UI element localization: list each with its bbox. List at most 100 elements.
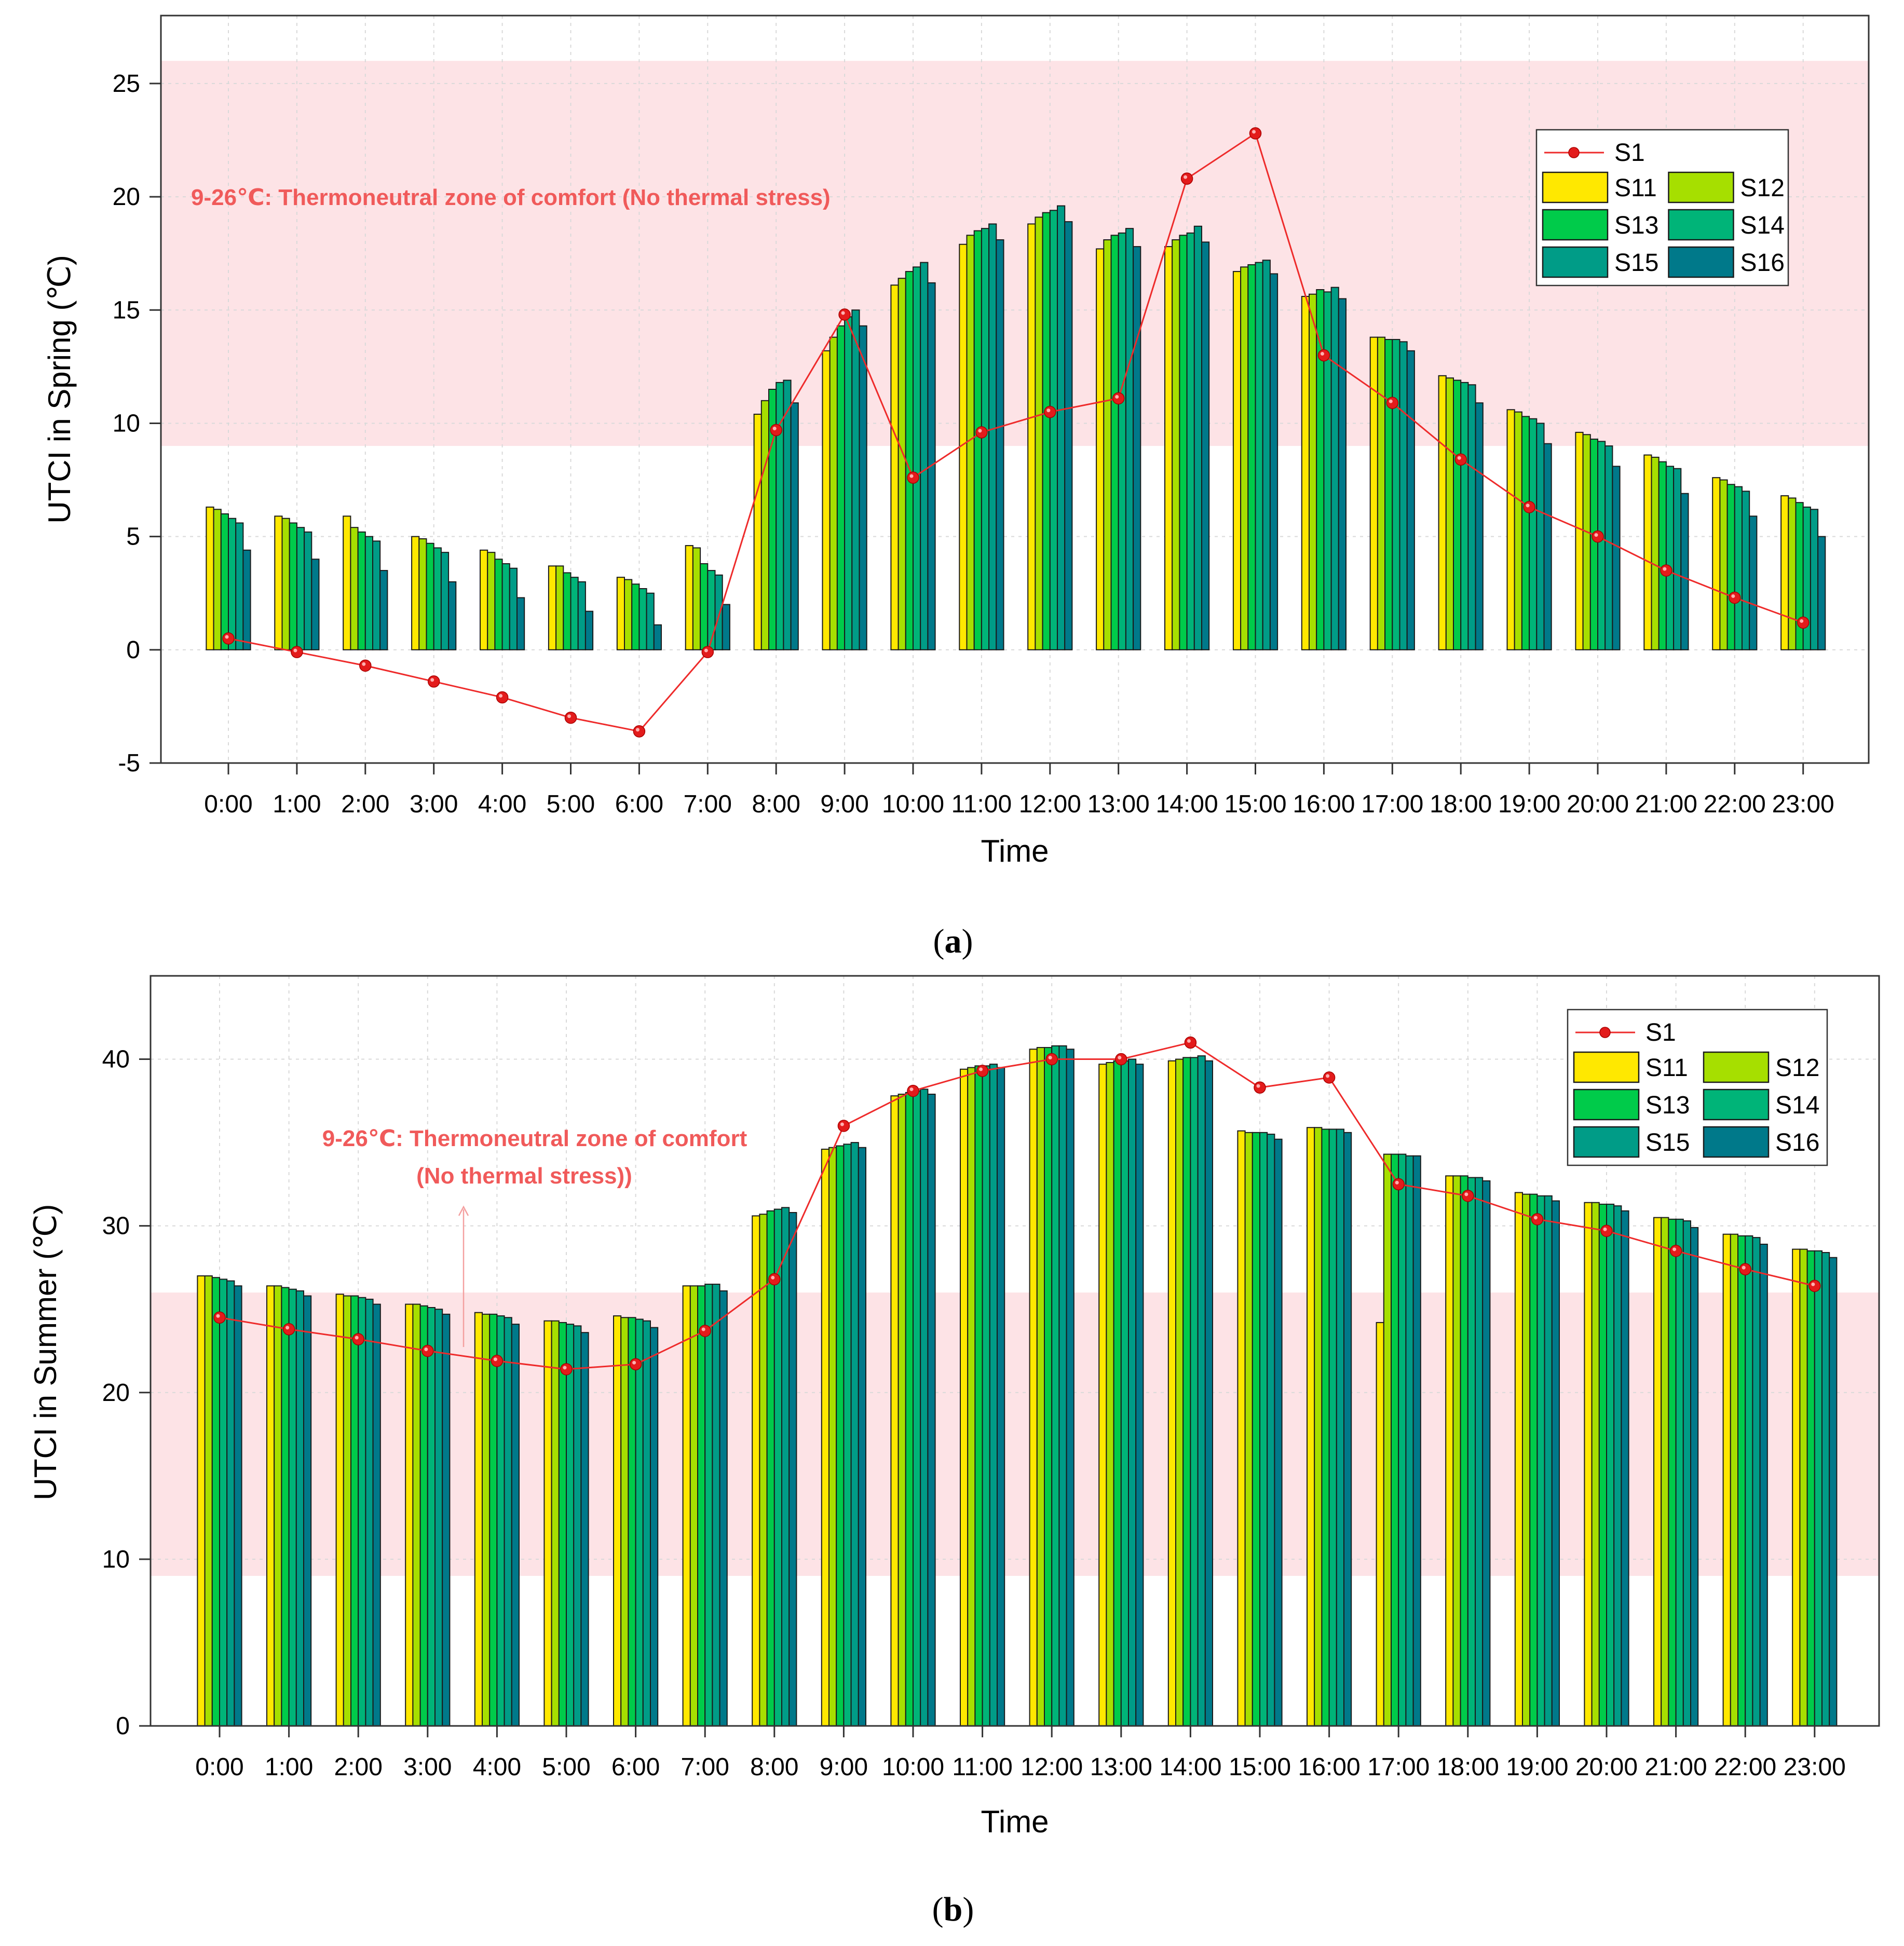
s1-point-highlight [424, 1348, 428, 1351]
bar-s14-200 [358, 1297, 366, 1726]
legend-swatch-s11 [1542, 171, 1609, 203]
bar-s11-2300 [1792, 1248, 1801, 1727]
bar-s14-1700 [1392, 339, 1400, 650]
bar-s12-2100 [1661, 1217, 1669, 1726]
bar-s15-000 [235, 522, 244, 650]
bar-s11-1400 [1164, 246, 1173, 650]
s1-point-100 [291, 646, 303, 658]
s1-point-900 [838, 308, 851, 321]
bar-s16-000 [242, 549, 251, 650]
bar-s12-1200 [1035, 216, 1043, 650]
bar-s14-1900 [1536, 1195, 1545, 1727]
bar-s11-900 [821, 1148, 830, 1726]
bar-s16-2200 [1759, 1243, 1768, 1726]
x-tick-label: 0:00 [204, 791, 252, 818]
panel-caption: (b) [932, 1890, 974, 1928]
s1-point-highlight [362, 662, 366, 666]
s1-point-2100 [1669, 1245, 1682, 1257]
bar-s14-1700 [1398, 1153, 1407, 1726]
bar-s16-2100 [1690, 1227, 1699, 1726]
x-tick-label: 13:00 [1087, 791, 1150, 818]
bar-s13-1000 [905, 271, 914, 650]
s1-point-500 [564, 711, 577, 724]
panel-b-summer-chart: 0 10 20 30 40 0:00 1:00 2:00 3:00 4:00 5:00 6:00 7:… [28, 975, 1880, 1928]
bar-s16-700 [722, 604, 730, 650]
bar-s13-2000 [1589, 439, 1599, 650]
legend-swatch-s13 [1573, 1088, 1640, 1121]
bar-s15-2000 [1613, 1205, 1622, 1726]
x-tick-label: 4:00 [473, 1753, 521, 1781]
bar-s13-2100 [1658, 461, 1667, 650]
bar-s12-1600 [1314, 1127, 1323, 1727]
legend-label-s1: S1 [1645, 1019, 1676, 1046]
s1-point-1500 [1254, 1081, 1266, 1094]
legend-swatch-s14 [1703, 1088, 1770, 1121]
x-tick-label: 22:00 [1704, 791, 1766, 818]
bar-s11-1900 [1506, 409, 1515, 650]
bar-s15-1400 [1197, 1055, 1206, 1726]
bar-s12-2000 [1591, 1202, 1600, 1727]
s1-point-300 [421, 1344, 434, 1357]
bar-s12-500 [555, 565, 564, 650]
bar-s11-2100 [1653, 1217, 1662, 1726]
bar-s12-500 [551, 1320, 560, 1726]
x-tick-label: 13:00 [1090, 1753, 1152, 1781]
bar-s12-600 [624, 579, 633, 650]
bar-s16-500 [580, 1332, 589, 1726]
bar-s11-1400 [1167, 1060, 1177, 1726]
x-tick-label: 22:00 [1714, 1753, 1776, 1781]
y-tick-label: 30 [102, 1213, 130, 1240]
bar-series [197, 1045, 1838, 1727]
legend-swatch-s15 [1573, 1126, 1640, 1158]
bar-s11-300 [405, 1303, 414, 1726]
bar-s15-1900 [1536, 423, 1545, 650]
bar-s12-600 [620, 1317, 629, 1727]
s1-point-highlight [285, 1326, 290, 1330]
bar-s16-000 [234, 1285, 242, 1726]
bar-s15-1400 [1193, 225, 1203, 650]
s1-point-highlight [704, 648, 708, 652]
bar-s11-1900 [1514, 1192, 1524, 1726]
bar-s13-2100 [1668, 1218, 1677, 1727]
bar-s14-2200 [1745, 1235, 1753, 1726]
bar-s13-200 [357, 531, 366, 650]
bar-s12-1400 [1172, 239, 1180, 650]
chart-annotation: 9-26℃: Thermoneutral zone of comfort (No… [191, 185, 831, 210]
legend: S1 S11 S12 S13 S14 S15 S16 [1535, 129, 1789, 287]
bar-s13-500 [563, 572, 572, 650]
s1-point-highlight [1115, 394, 1119, 399]
s1-line [228, 132, 1804, 732]
bar-s13-1300 [1113, 1060, 1122, 1726]
s1-point-highlight [1811, 1282, 1815, 1286]
bar-s15-000 [226, 1280, 235, 1726]
s1-point-highlight [225, 635, 229, 639]
x-axis-ticks: 0:00 1:00 2:00 3:00 4:00 5:00 6:00 7:00 8:00 9:00… [195, 1726, 1846, 1781]
y-tick-label: 5 [126, 523, 140, 551]
s1-point-1800 [1462, 1190, 1474, 1202]
bar-s11-2000 [1575, 431, 1584, 650]
s1-point-highlight [1742, 1265, 1746, 1270]
bar-s14-1400 [1186, 232, 1195, 650]
bar-s13-700 [697, 1285, 706, 1726]
s1-point-highlight [1389, 399, 1393, 403]
y-tick-label: 15 [113, 296, 140, 324]
s1-point-1000 [907, 471, 919, 484]
bar-s14-800 [773, 1208, 783, 1727]
x-tick-label: 23:00 [1772, 791, 1834, 818]
bar-s12-300 [412, 1303, 421, 1726]
legend-label-s16: S16 [1775, 1129, 1819, 1156]
s1-point-1500 [1249, 127, 1262, 140]
bar-s15-1800 [1467, 384, 1476, 650]
bar-s16-800 [790, 402, 799, 650]
x-tick-label: 8:00 [752, 791, 800, 818]
s1-point-highlight [1533, 1216, 1538, 1220]
bar-s11-2200 [1712, 477, 1721, 650]
bar-s15-600 [646, 592, 655, 650]
s1-point-highlight [1672, 1247, 1677, 1251]
bar-s16-2300 [1817, 536, 1826, 650]
bar-s11-600 [613, 1315, 622, 1726]
bar-s11-1800 [1445, 1175, 1454, 1726]
bar-s16-100 [303, 1295, 312, 1727]
s1-point-2000 [1592, 530, 1604, 543]
bar-s13-1300 [1110, 235, 1119, 650]
